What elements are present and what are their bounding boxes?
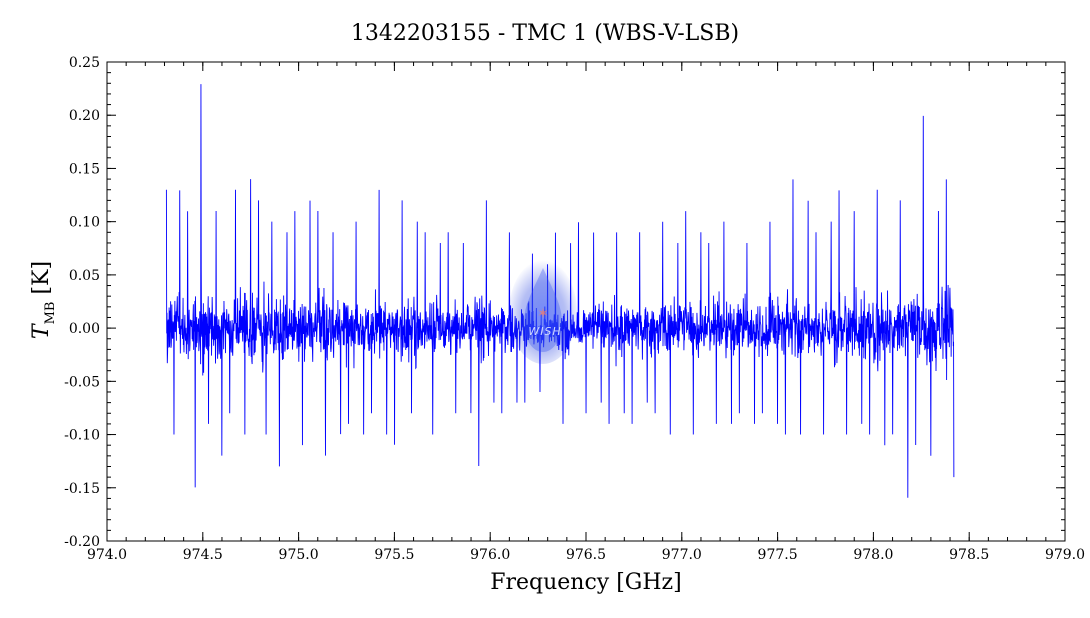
y-tick-label: 0.15	[69, 161, 100, 177]
x-tick-label: 974.5	[183, 547, 223, 563]
y-tick-label: -0.10	[64, 428, 100, 444]
y-tick-label: -0.15	[64, 481, 100, 497]
y-tick-label: -0.20	[64, 534, 100, 550]
y-tick-label: 0.05	[69, 268, 100, 284]
x-tick-label: 977.5	[758, 547, 798, 563]
chart-title: 1342203155 - TMC 1 (WBS-V-LSB)	[351, 21, 739, 46]
y-axis-label: TMB [K]	[29, 261, 58, 339]
y-tick-label: 0.10	[69, 215, 100, 231]
x-tick-label: 974.0	[87, 547, 127, 563]
y-axis-label-subscript: MB	[43, 302, 58, 325]
x-tick-label: 978.0	[853, 547, 893, 563]
x-tick-label: 975.5	[374, 547, 414, 563]
watermark-text: WISH	[528, 325, 561, 338]
y-tick-label: 0.25	[69, 55, 100, 71]
x-tick-label: 978.5	[949, 547, 989, 563]
wish-watermark: ✶ WISH	[509, 260, 577, 364]
x-tick-label: 976.5	[566, 547, 606, 563]
y-tick-label: 0.00	[69, 321, 100, 337]
x-axis: 974.0 974.5 975.0 975.5 976.0 976.5 977.0 977.5…	[87, 62, 1085, 563]
x-tick-label: 979.0	[1045, 547, 1085, 563]
y-axis: -0.20 -0.15 -0.10 -0.05 0.00 0.05 0.10 0.15 0.20…	[64, 55, 1065, 550]
watermark-star: ✶	[537, 306, 549, 322]
y-axis-label-unit: [K]	[29, 261, 54, 295]
y-axis-label-symbol: T	[29, 322, 54, 339]
y-tick-label: -0.05	[64, 374, 100, 390]
x-tick-label: 975.0	[279, 547, 319, 563]
x-axis-label: Frequency [GHz]	[490, 570, 682, 595]
x-tick-label: 976.0	[470, 547, 510, 563]
y-tick-label: 0.20	[69, 108, 100, 124]
x-tick-label: 977.0	[662, 547, 702, 563]
